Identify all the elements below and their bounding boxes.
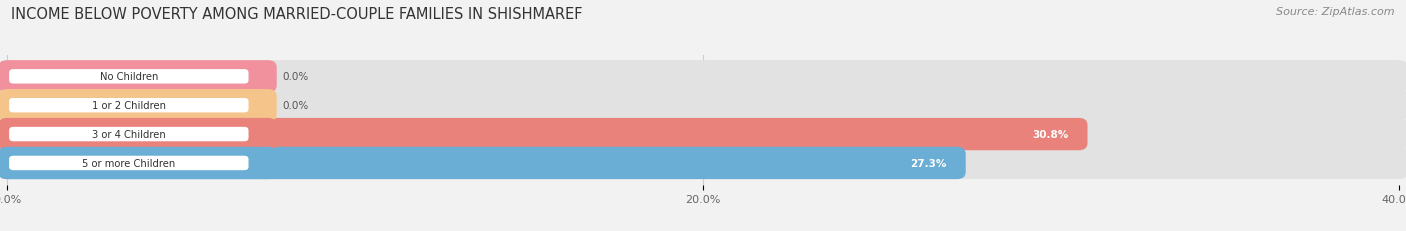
Text: 0.0%: 0.0% (283, 101, 308, 111)
Text: 30.8%: 30.8% (1032, 130, 1069, 140)
Text: 27.3%: 27.3% (910, 158, 946, 168)
FancyBboxPatch shape (0, 147, 277, 179)
Text: 3 or 4 Children: 3 or 4 Children (91, 130, 166, 140)
FancyBboxPatch shape (8, 70, 249, 84)
Text: INCOME BELOW POVERTY AMONG MARRIED-COUPLE FAMILIES IN SHISHMAREF: INCOME BELOW POVERTY AMONG MARRIED-COUPL… (11, 7, 582, 22)
FancyBboxPatch shape (0, 90, 1406, 122)
FancyBboxPatch shape (0, 90, 277, 122)
FancyBboxPatch shape (8, 127, 249, 142)
FancyBboxPatch shape (0, 119, 277, 151)
FancyBboxPatch shape (0, 147, 1406, 179)
Text: 1 or 2 Children: 1 or 2 Children (91, 101, 166, 111)
FancyBboxPatch shape (0, 119, 1087, 151)
FancyBboxPatch shape (0, 61, 1406, 93)
Text: No Children: No Children (100, 72, 157, 82)
FancyBboxPatch shape (8, 99, 249, 113)
FancyBboxPatch shape (0, 61, 277, 93)
FancyBboxPatch shape (8, 156, 249, 170)
Text: 5 or more Children: 5 or more Children (82, 158, 176, 168)
FancyBboxPatch shape (0, 119, 1406, 151)
Text: 0.0%: 0.0% (283, 72, 308, 82)
FancyBboxPatch shape (0, 147, 966, 179)
Text: Source: ZipAtlas.com: Source: ZipAtlas.com (1277, 7, 1395, 17)
